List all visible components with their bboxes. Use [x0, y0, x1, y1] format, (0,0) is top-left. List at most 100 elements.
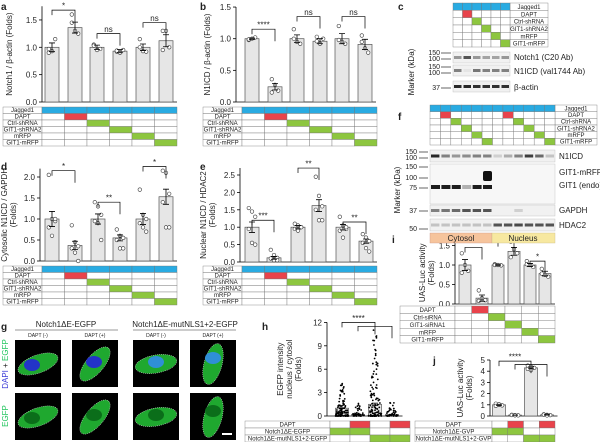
data-point: [361, 412, 364, 415]
blot-strip: [429, 218, 556, 232]
data-point: [76, 31, 81, 36]
data-point: [340, 405, 342, 408]
significance-label: **: [106, 194, 112, 203]
chart-b: 0.0 0.5 1.0 1.5 **** ns ns N1ICD / β-actin (Fol…: [203, 3, 376, 107]
y-tick-label: 5: [481, 356, 486, 365]
condition-cell: [471, 39, 482, 48]
data-point: [76, 244, 81, 249]
condition-cell: [241, 113, 265, 121]
error-bar: [462, 259, 468, 271]
condition-cell: [538, 328, 556, 336]
panel-label-f: f: [398, 112, 402, 123]
data-point: [336, 415, 339, 417]
data-point: [396, 414, 399, 417]
data-point: [459, 270, 464, 275]
condition-cell: [429, 104, 441, 112]
blot-hdac2: [429, 218, 556, 232]
condition-cell: [329, 420, 351, 429]
condition-cell: [154, 278, 178, 286]
data-point: [375, 361, 378, 364]
data-point: [372, 329, 375, 332]
significance-bracket: [296, 16, 321, 29]
band-label: GIT1 (endo): [559, 181, 600, 190]
condition-cell: [450, 111, 462, 119]
chart-d: 0.00.51.01.52.0****Cytosolic N1ICD / GAP…: [0, 158, 177, 266]
condition-cell: [500, 39, 511, 48]
row-label: Notch1ΔE-mutNLS1+2-GVP: [416, 437, 492, 442]
blot-beta-actin: [452, 80, 511, 93]
data-point: [246, 205, 251, 211]
data-point: [344, 415, 347, 417]
data-point: [314, 34, 319, 39]
micrograph: [72, 393, 118, 440]
data-point: [99, 212, 104, 217]
condition-cell: [41, 126, 65, 134]
data-point: [379, 402, 381, 404]
condition-cell: [264, 126, 288, 134]
y-tick-label: 1.5: [24, 194, 36, 203]
condition-cell: [492, 124, 504, 132]
condition-cell: [286, 132, 310, 140]
condition-cell: [264, 298, 288, 306]
y-tick-label: 0.0: [26, 98, 38, 107]
significance-bracket: [51, 170, 76, 183]
condition-cell: [354, 298, 378, 306]
data-point: [366, 50, 371, 55]
condition-cell: [454, 320, 472, 329]
condition-cell: [544, 124, 556, 132]
condition-cell: [309, 106, 333, 114]
marker-label: 50: [409, 226, 417, 233]
condition-cell: [264, 285, 288, 293]
condition-cell: [462, 10, 473, 18]
data-point: [372, 388, 375, 390]
condition-cell: [490, 10, 501, 18]
condition-cell: [450, 104, 462, 112]
condition-cell: [41, 113, 65, 121]
condition-cell: [354, 265, 378, 273]
condition-cell: [86, 298, 110, 306]
condition-cell: [41, 298, 65, 306]
significance-label: *: [536, 253, 539, 262]
marker-label: 100: [405, 175, 417, 182]
row-label: GIT1-mRFP: [513, 42, 545, 48]
condition-cell: [461, 124, 472, 132]
condition-cell: [41, 139, 65, 147]
condition-cell: [64, 265, 88, 273]
condition-cell: [500, 10, 511, 18]
condition-cell: [490, 17, 501, 26]
error-bar: [72, 21, 78, 34]
data-point: [392, 409, 395, 412]
bar: [335, 226, 351, 263]
data-point: [372, 339, 374, 342]
condition-cell: [354, 278, 378, 286]
error-bar: [316, 199, 322, 212]
row-label: GIT1-mRFP: [411, 338, 443, 344]
condition-cell: [86, 132, 110, 140]
row-label: Jagged1: [11, 108, 35, 114]
data-point: [335, 409, 338, 411]
condition-cell: [539, 434, 556, 442]
data-point: [359, 33, 364, 38]
data-point: [359, 39, 364, 44]
data-point: [392, 414, 395, 417]
row-label-merge: DAPI + EGFP: [1, 339, 10, 389]
condition-cell: [481, 118, 493, 126]
marker-axis-label: Marker (kDa): [393, 166, 402, 213]
condition-table-e: Jagged1DAPTCtrl-shRNAGIT1-shRNA2mRFPGIT1…: [202, 265, 378, 306]
significance-bracket: [251, 28, 276, 42]
condition-cell: [492, 138, 504, 146]
condition-cell: [349, 427, 371, 436]
row-label: Jagged1: [211, 267, 235, 273]
condition-cell: [131, 106, 155, 114]
row-label: mRFP: [14, 293, 31, 299]
data-point: [360, 232, 365, 237]
condition-cell: [492, 118, 504, 126]
data-point: [369, 384, 372, 387]
bar: [334, 38, 350, 103]
significance-bracket: [51, 9, 76, 23]
condition-cell: [544, 118, 556, 126]
protein-band: [454, 56, 462, 59]
nucleus: [148, 409, 164, 421]
data-point: [320, 218, 325, 223]
data-point: [374, 409, 376, 412]
